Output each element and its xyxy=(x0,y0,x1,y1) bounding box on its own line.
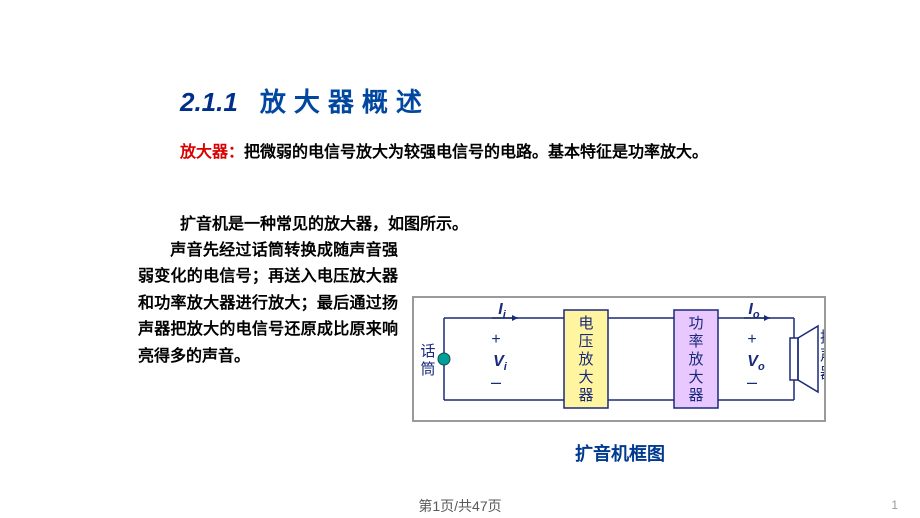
svg-text:放: 放 xyxy=(578,351,593,368)
minus-left: – xyxy=(491,372,501,392)
svg-text:功: 功 xyxy=(688,315,703,332)
svg-text:话: 话 xyxy=(420,343,435,360)
plus-left: + xyxy=(491,331,500,348)
body-paragraph: 声音先经过话筒转换成随声音强弱变化的电信号；再送入电压放大器和功率放大器进行放大… xyxy=(138,238,398,370)
section-number: 2.1.1 xyxy=(180,87,238,117)
body-text: 声音先经过话筒转换成随声音强弱变化的电信号；再送入电压放大器和功率放大器进行放大… xyxy=(138,242,398,365)
diagram-caption: 扩音机框图 xyxy=(575,440,665,466)
definition-line: 放大器：把微弱的电信号放大为较强电信号的电路。基本特征是功率放大。 xyxy=(180,140,708,166)
plus-right: + xyxy=(747,331,756,348)
page-number: 1 xyxy=(891,498,898,512)
section-title: 放大器概述 xyxy=(260,87,430,117)
svg-text:扬: 扬 xyxy=(820,329,824,346)
block-diagram: 电 压 放 大 器 功 率 放 大 器 话 筒 扬 声 器 Ii Io xyxy=(412,296,826,422)
svg-text:压: 压 xyxy=(578,333,593,350)
svg-text:大: 大 xyxy=(578,369,593,386)
definition-text: 把微弱的电信号放大为较强电信号的电路。基本特征是功率放大。 xyxy=(244,144,708,161)
Vi-label: Vi xyxy=(493,353,508,373)
section-heading: 2.1.1 放大器概述 xyxy=(180,82,430,119)
svg-text:器: 器 xyxy=(820,366,824,382)
svg-text:器: 器 xyxy=(688,388,703,404)
svg-text:电: 电 xyxy=(578,315,593,332)
svg-text:声: 声 xyxy=(820,346,824,364)
svg-text:筒: 筒 xyxy=(420,361,435,378)
diagram-svg: 电 压 放 大 器 功 率 放 大 器 话 筒 扬 声 器 Ii Io xyxy=(414,298,824,420)
slide: 2.1.1 放大器概述 放大器：把微弱的电信号放大为较强电信号的电路。基本特征是功… xyxy=(0,0,920,518)
intro-line: 扩音机是一种常见的放大器，如图所示。 xyxy=(180,210,468,234)
minus-right: – xyxy=(747,372,757,392)
Vo-label: Vo xyxy=(747,353,765,373)
svg-text:器: 器 xyxy=(578,388,593,404)
page-footer: 第1页/共47页 xyxy=(0,496,920,518)
definition-label: 放大器： xyxy=(180,144,244,161)
svg-text:大: 大 xyxy=(688,369,703,386)
svg-text:率: 率 xyxy=(688,333,703,350)
svg-text:放: 放 xyxy=(688,351,703,368)
